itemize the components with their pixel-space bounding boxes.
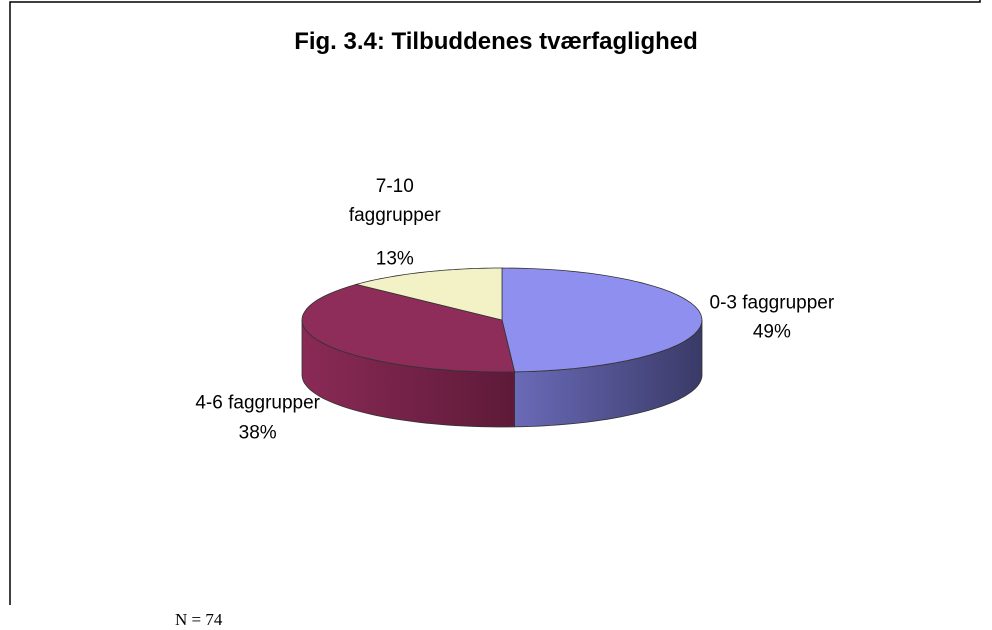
slice-label: 0-3 faggrupper (709, 292, 835, 314)
slice-value-label: 38% (238, 422, 277, 444)
slice-value-label: 49% (752, 321, 791, 343)
pie (301, 267, 703, 428)
slice-value-label: 13% (375, 248, 414, 270)
slice (354, 267, 503, 321)
chart-title: Fig. 3.4: Tilbuddenes tværfaglighed (294, 28, 698, 55)
chart-frame (9, 0, 981, 605)
slice-label: 4-6 faggrupper (195, 392, 321, 414)
slice (501, 267, 703, 373)
slice (301, 283, 516, 373)
note: N = 74 (175, 610, 223, 629)
slice-label: 7-10 faggrupper (348, 175, 441, 226)
